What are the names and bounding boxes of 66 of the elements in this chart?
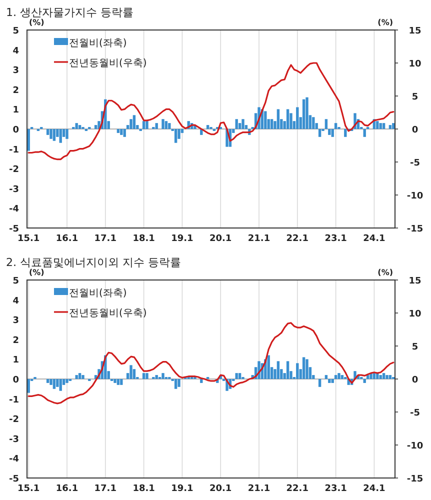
x-tick-label: 23.1 bbox=[324, 484, 347, 494]
y-tick-label: -4 bbox=[9, 454, 19, 465]
x-tick-label: 24.1 bbox=[363, 484, 386, 494]
y-tick-label: -4 bbox=[9, 204, 19, 215]
y2-tick-label: 10 bbox=[408, 310, 422, 320]
y2-tick-label: 5 bbox=[412, 92, 418, 102]
y-tick-label: -5 bbox=[9, 474, 19, 484]
y2-axis-title: (%) bbox=[378, 18, 393, 27]
y-tick-label: -1 bbox=[9, 145, 19, 156]
y2-tick-label: -15 bbox=[406, 224, 424, 234]
x-tick-label: 21.1 bbox=[248, 484, 270, 494]
y-axis-title: (%) bbox=[29, 18, 44, 27]
y2-tick-label: 10 bbox=[408, 60, 422, 70]
x-tick-label: 22.1 bbox=[286, 234, 309, 244]
y2-tick-label: -10 bbox=[406, 442, 424, 452]
x-tick-label: 24.1 bbox=[363, 234, 386, 244]
y-tick-label: -2 bbox=[9, 165, 19, 176]
y2-tick-label: 15 bbox=[408, 26, 422, 36]
chart-title: 1. 생산자물가지수 등락률 bbox=[6, 6, 134, 19]
y-tick-label: 5 bbox=[12, 26, 19, 36]
x-tick-label: 23.1 bbox=[324, 234, 347, 244]
y-tick-label: 5 bbox=[12, 276, 19, 286]
y-tick-label: 3 bbox=[12, 316, 19, 326]
x-tick-label: 22.1 bbox=[286, 484, 309, 494]
y-tick-label: 2 bbox=[12, 86, 19, 96]
x-tick-label: 16.1 bbox=[56, 484, 78, 494]
y-tick-label: 4 bbox=[12, 46, 19, 56]
y2-tick-label: 0 bbox=[412, 126, 418, 136]
y-axis-title: (%) bbox=[29, 268, 44, 277]
x-tick-label: 17.1 bbox=[94, 234, 117, 244]
legend-label: 전월비(좌축) bbox=[69, 38, 127, 49]
y-tick-label: -3 bbox=[9, 184, 19, 195]
y-tick-label: 1 bbox=[12, 356, 19, 366]
x-tick-label: 17.1 bbox=[94, 484, 117, 494]
y2-tick-label: 0 bbox=[412, 376, 418, 386]
y-tick-label: 1 bbox=[12, 106, 19, 116]
y2-tick-label: -15 bbox=[406, 474, 424, 484]
y-tick-label: -5 bbox=[9, 224, 19, 234]
y-tick-label: 4 bbox=[12, 296, 19, 306]
y2-tick-label: 5 bbox=[412, 342, 418, 352]
legend-label: 전년동월비(우축) bbox=[69, 58, 147, 69]
legend-label: 전월비(좌축) bbox=[69, 288, 127, 299]
x-tick-label: 19.1 bbox=[171, 234, 194, 244]
x-tick-label: 15.1 bbox=[17, 234, 40, 244]
x-tick-label: 21.1 bbox=[248, 234, 270, 244]
y2-tick-label: -5 bbox=[410, 158, 420, 168]
x-tick-label: 20.1 bbox=[209, 484, 232, 494]
y2-tick-label: -5 bbox=[410, 408, 420, 418]
y2-tick-label: -10 bbox=[406, 192, 424, 202]
y-tick-label: 0 bbox=[12, 126, 19, 136]
x-tick-label: 18.1 bbox=[132, 484, 155, 494]
y-tick-label: -2 bbox=[9, 415, 19, 426]
x-tick-label: 15.1 bbox=[17, 484, 40, 494]
y-tick-label: 3 bbox=[12, 66, 19, 76]
y-tick-label: -1 bbox=[9, 395, 19, 406]
y2-tick-label: 15 bbox=[408, 276, 422, 286]
x-tick-label: 18.1 bbox=[132, 234, 155, 244]
x-tick-label: 19.1 bbox=[171, 484, 194, 494]
y2-axis-title: (%) bbox=[378, 268, 393, 277]
x-tick-label: 16.1 bbox=[56, 234, 78, 244]
legend-label: 전년동월비(우축) bbox=[69, 308, 147, 319]
y-tick-label: -3 bbox=[9, 434, 19, 445]
chart-title: 2. 식료품및에너지이외 지수 등락률 bbox=[6, 256, 181, 269]
x-tick-label: 20.1 bbox=[209, 234, 232, 244]
y-tick-label: 0 bbox=[12, 376, 19, 386]
y-tick-label: 2 bbox=[12, 336, 19, 346]
